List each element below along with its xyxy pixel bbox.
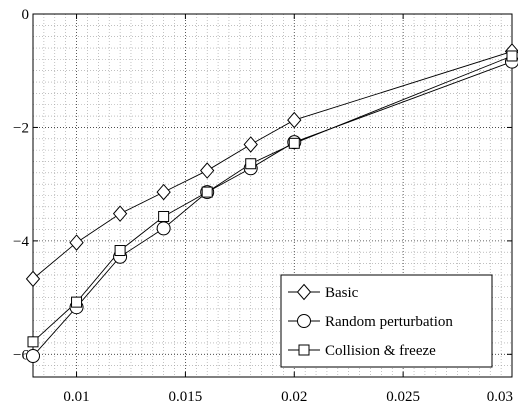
legend-label: Basic xyxy=(325,285,359,301)
legend-label: Random perturbation xyxy=(325,314,453,330)
y-tick-label: −4 xyxy=(13,234,29,250)
plot-frame xyxy=(32,13,513,378)
data-point-diamond xyxy=(156,183,171,201)
data-point-square xyxy=(114,245,126,257)
data-point-square xyxy=(506,50,518,62)
data-point-diamond xyxy=(200,162,215,179)
data-point-square xyxy=(71,296,83,308)
data-point-square xyxy=(158,210,170,222)
x-tick-label: 0.025 xyxy=(386,389,420,405)
axes: 0.01 0.015 0.02 0.025 0.03 0 −2 −4 −6 xyxy=(13,7,513,405)
data-point-circle xyxy=(156,221,171,236)
data-point-square xyxy=(245,158,257,170)
data-point-diamond xyxy=(112,205,128,222)
data-point-diamond xyxy=(287,111,302,129)
legend-marker-circle xyxy=(297,314,311,328)
data-point-square xyxy=(288,137,300,149)
x-tick-label: 0.015 xyxy=(169,389,203,405)
series-lines xyxy=(25,43,518,364)
data-point-square xyxy=(201,186,213,198)
data-point-diamond xyxy=(243,136,258,153)
x-tick-label: 0.03 xyxy=(487,389,513,405)
legend: Basic Random perturbation Collision & free… xyxy=(280,274,493,368)
legend-label: Collision & freeze xyxy=(325,343,436,359)
y-tick-label: 0 xyxy=(22,7,30,23)
data-point-circle xyxy=(26,349,40,364)
data-point-diamond xyxy=(69,234,84,251)
x-tick-label: 0.01 xyxy=(63,389,89,405)
y-tick-label: −6 xyxy=(13,347,29,363)
series-line-diamond xyxy=(32,51,513,280)
legend-marker-square xyxy=(298,344,310,356)
x-tick-label: 0.02 xyxy=(281,389,307,405)
y-tick-label: −2 xyxy=(13,120,29,136)
data-point-square xyxy=(27,336,39,348)
data-point-diamond xyxy=(25,270,41,288)
series-line-square xyxy=(32,55,513,343)
legend-marker-diamond xyxy=(296,283,312,301)
